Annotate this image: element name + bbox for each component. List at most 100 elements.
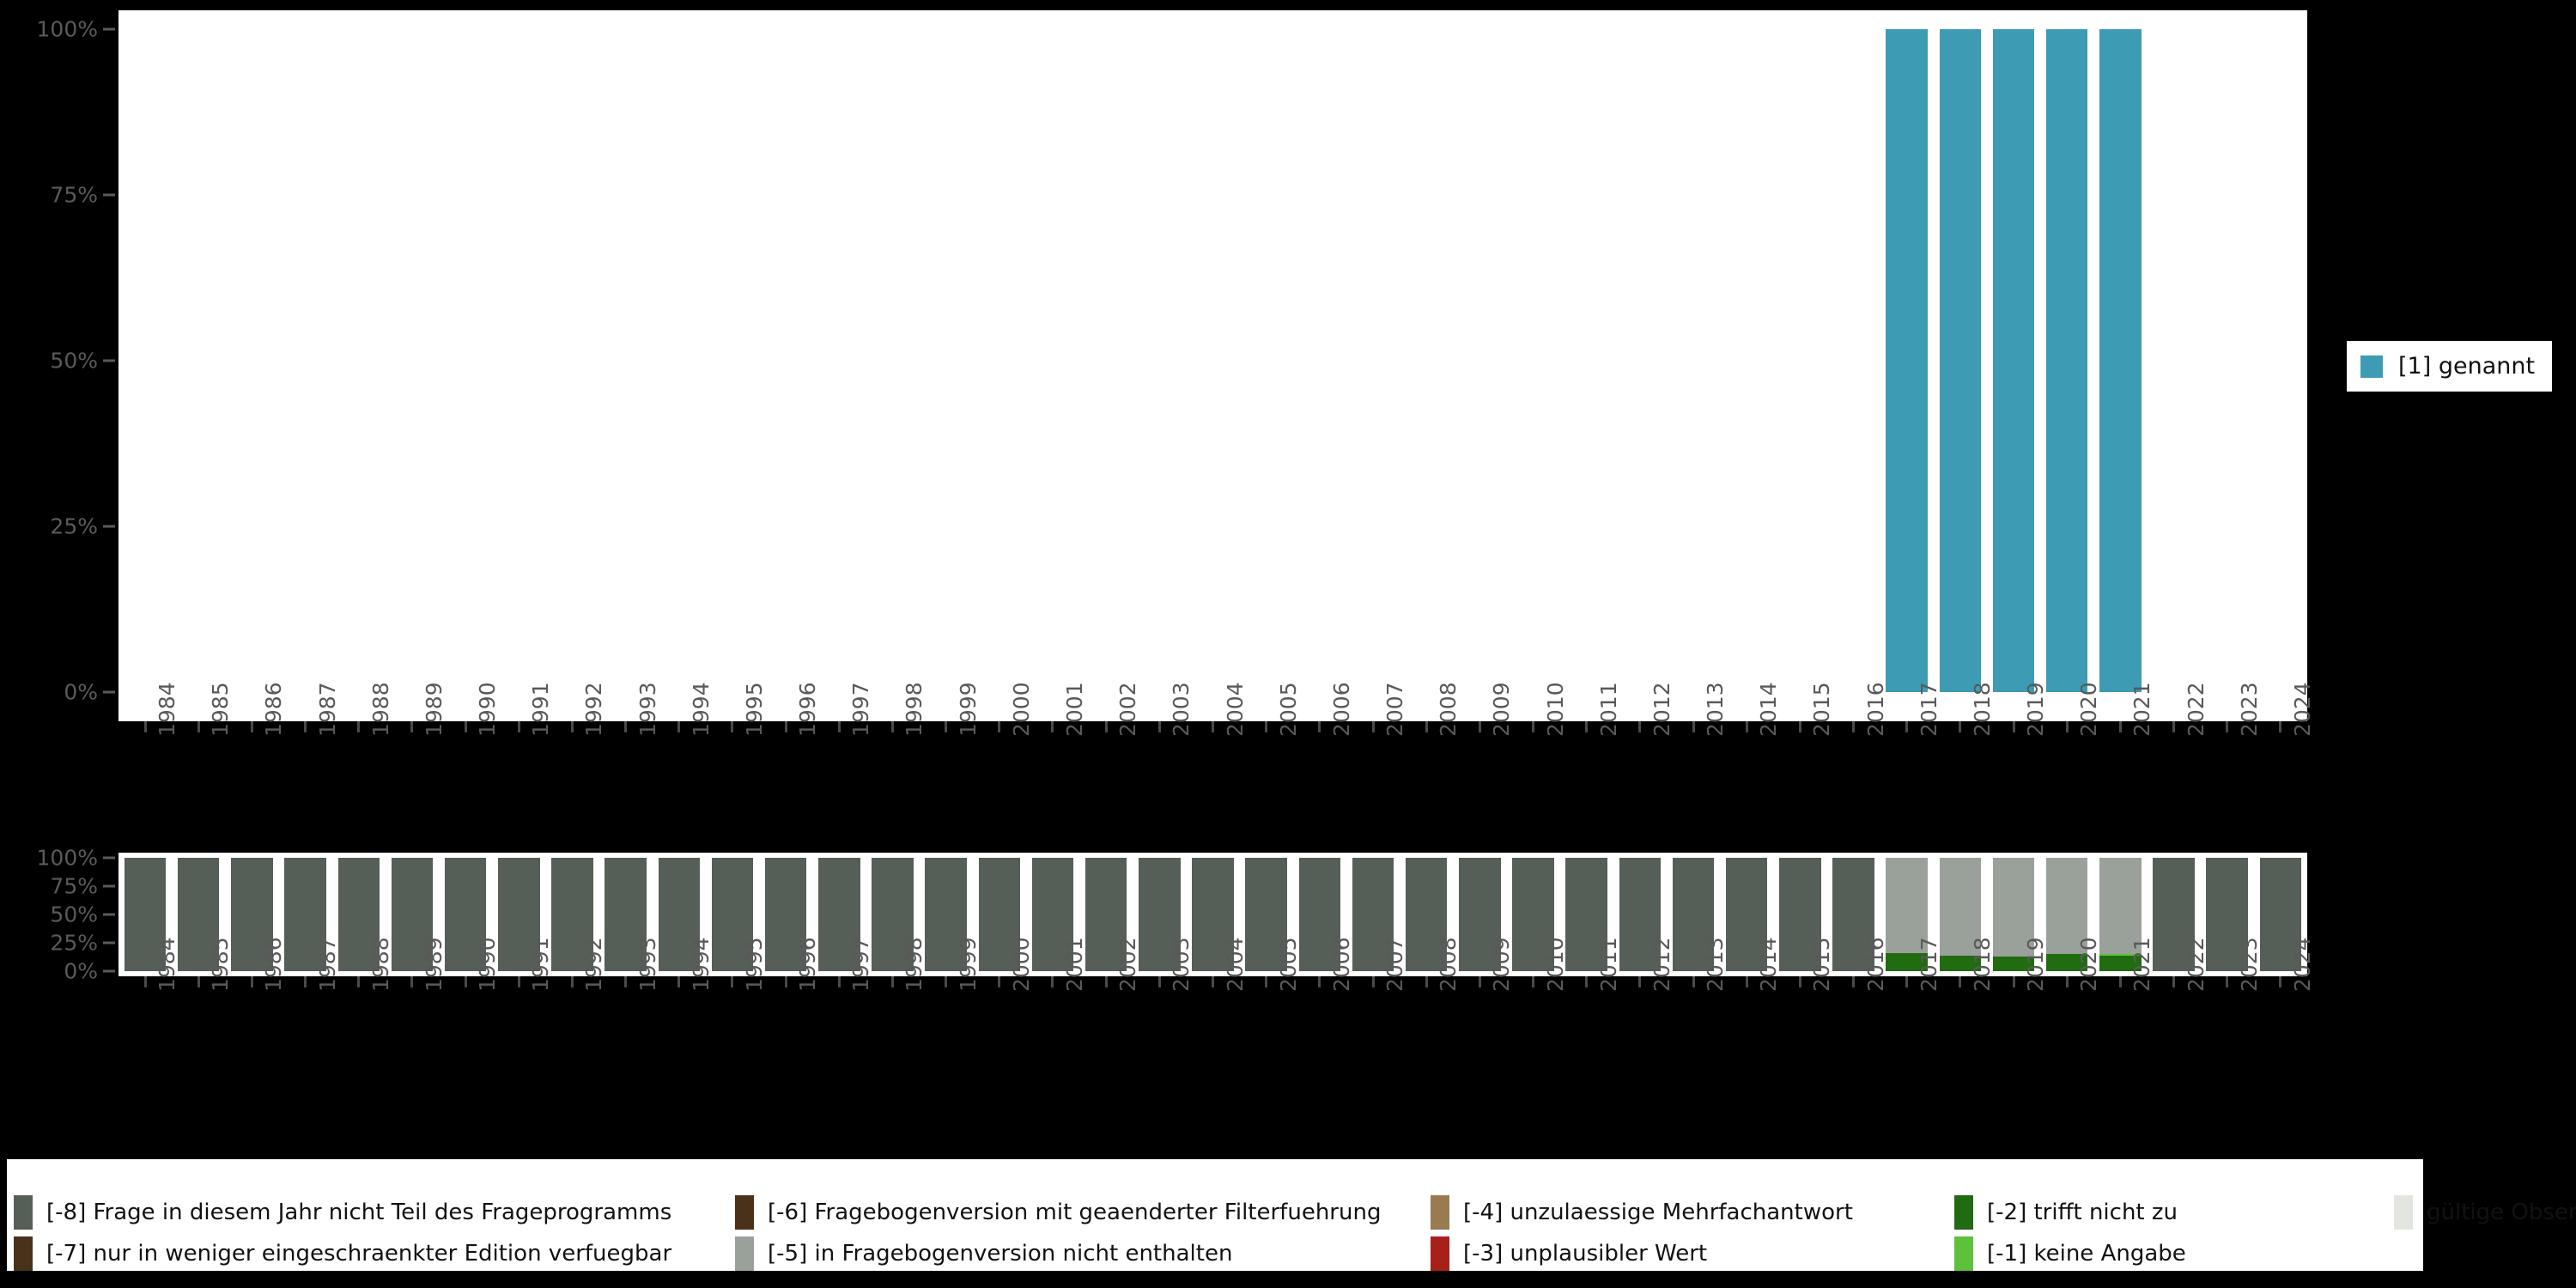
stacked-bar-segment	[1939, 955, 1982, 971]
x-axis-tick-label: 2000	[1008, 937, 1034, 992]
x-axis-tick-mark	[197, 721, 200, 732]
x-axis-tick-label: 2006	[1328, 682, 1354, 737]
x-axis-tick-label: 2002	[1115, 682, 1141, 737]
stacked-bar-segment	[1886, 952, 1928, 971]
stacked-bar	[658, 858, 701, 971]
x-axis-tick-label: 2018	[1969, 682, 1995, 737]
legend-item--5[interactable]: [-5] in Fragebogenversion nicht enthalte…	[735, 1236, 1232, 1271]
legend-swatch--3	[1431, 1236, 1449, 1271]
x-axis-tick-mark	[304, 721, 307, 732]
stacked-bar	[124, 858, 167, 971]
x-axis-tick-mark	[677, 976, 681, 987]
x-axis-tick-mark	[1798, 721, 1801, 732]
top-y-axis-tick-mark	[103, 525, 115, 528]
stacked-bar-segment	[391, 858, 434, 971]
bottom-y-axis-tick-label: 0%	[64, 958, 98, 984]
x-axis-tick-mark	[1692, 721, 1695, 732]
x-axis-tick-label: 1998	[902, 937, 927, 992]
bottom-y-axis-tick-label: 100%	[36, 845, 98, 871]
x-axis-tick-mark	[731, 721, 734, 732]
x-axis-tick-mark	[2065, 721, 2069, 732]
stacked-bar	[2045, 858, 2088, 971]
stacked-bar	[2099, 858, 2142, 971]
x-axis-tick-mark	[837, 976, 841, 987]
x-axis-tick-label: 1990	[475, 937, 501, 992]
stacked-bar	[1139, 858, 1181, 971]
bottom-chart-legend[interactable]: [-8] Frage in diesem Jahr nicht Teil des…	[7, 1159, 2576, 1271]
stacked-bar	[711, 858, 754, 971]
top-chart-y-axis: 0% 25% 50% 75% 100%	[0, 0, 118, 732]
legend-item--3[interactable]: [-3] unplausibler Wert	[1431, 1236, 1707, 1271]
stacked-bar	[1939, 858, 1982, 971]
x-axis-tick-label: 1999	[955, 682, 981, 737]
stacked-bar	[1298, 858, 1341, 971]
stacked-bar-segment	[1352, 858, 1394, 971]
legend-swatch--1	[1954, 1236, 1973, 1271]
x-axis-tick-mark	[1157, 976, 1161, 987]
stacked-bar	[1672, 858, 1715, 971]
top-chart: 0% 25% 50% 75% 100% 1984 1985 1986 1987 1988 1989…	[0, 0, 2315, 737]
legend-item--1[interactable]: [-1] keine Angabe	[1954, 1236, 2186, 1271]
x-axis-tick-label: 1985	[208, 682, 234, 737]
x-axis-tick-mark	[1157, 721, 1161, 732]
stacked-bar-segment	[1832, 858, 1874, 971]
legend-item-valid[interactable]: gültige Observationen	[2394, 1195, 2576, 1230]
legend-item--6[interactable]: [-6] Fragebogenversion mit geaenderter F…	[735, 1195, 1381, 1230]
top-chart-legend[interactable]: [1] genannt	[2347, 341, 2553, 392]
legend-swatch--2	[1954, 1195, 1973, 1230]
x-axis-tick-mark	[2226, 976, 2229, 987]
x-axis-tick-label: 1995	[741, 937, 767, 992]
stacked-bar	[1405, 858, 1448, 971]
legend-item--8[interactable]: [-8] Frage in diesem Jahr nicht Teil des…	[14, 1195, 671, 1230]
stacked-bar	[444, 858, 487, 971]
x-axis-tick-mark	[1478, 721, 1481, 732]
stacked-bar-segment	[2259, 858, 2302, 971]
top-y-axis-tick-label: 25%	[50, 513, 98, 539]
legend-item--2[interactable]: [-2] trifft nicht zu	[1954, 1195, 2178, 1230]
x-axis-tick-mark	[1745, 721, 1748, 732]
stacked-bar	[1245, 858, 1287, 971]
stacked-bar	[1886, 858, 1928, 971]
x-axis-tick-mark	[1371, 721, 1375, 732]
x-axis-tick-label: 2008	[1436, 682, 1461, 737]
x-axis-tick-label: 1997	[848, 937, 874, 992]
x-axis-tick-label: 1984	[155, 682, 180, 737]
x-axis-tick-mark	[410, 976, 414, 987]
stacked-bar	[818, 858, 860, 971]
x-axis-tick-mark	[517, 721, 520, 732]
legend-item--7[interactable]: [-7] nur in weniger eingeschraenkter Edi…	[14, 1236, 671, 1271]
legend-item--4[interactable]: [-4] unzulaessige Mehrfachantwort	[1431, 1195, 1853, 1230]
stacked-bar-segment	[1084, 858, 1127, 971]
bottom-y-axis-tick-mark	[103, 884, 115, 888]
x-axis-tick-label: 2005	[1275, 937, 1301, 992]
x-axis-tick-mark	[945, 721, 948, 732]
stacked-bar-segment	[872, 858, 914, 971]
stacked-bar-segment	[2045, 858, 2088, 955]
x-axis-tick-mark	[250, 721, 253, 732]
bottom-chart-y-axis: 0% 25% 50% 75% 100%	[0, 807, 118, 987]
stacked-bar-segment	[2153, 858, 2195, 971]
x-axis-tick-mark	[304, 976, 307, 987]
x-axis-tick-label: 2019	[2023, 937, 2049, 992]
stacked-bar-segment	[1565, 858, 1607, 971]
x-axis-tick-label: 2011	[1595, 682, 1621, 737]
stacked-bar-segment	[337, 858, 380, 971]
stacked-bar-segment	[2099, 955, 2142, 971]
bottom-y-axis-tick-mark	[103, 941, 115, 945]
x-axis-tick-label: 2011	[1595, 937, 1621, 992]
x-axis-tick-label: 1987	[314, 682, 340, 737]
stacked-bar	[2259, 858, 2302, 971]
x-axis-tick-label: 1987	[314, 937, 340, 992]
top-y-axis-tick-label: 75%	[50, 182, 98, 208]
x-axis-tick-label: 1994	[688, 937, 714, 992]
legend-label--2: [-2] trifft nicht zu	[1987, 1200, 2178, 1225]
stacked-bar-segment	[2206, 858, 2248, 971]
x-axis-tick-mark	[570, 721, 574, 732]
top-y-axis-tick-label: 0%	[64, 679, 98, 705]
x-axis-tick-label: 1996	[795, 937, 821, 992]
x-axis-tick-label: 2014	[1756, 937, 1782, 992]
x-axis-tick-label: 2007	[1382, 682, 1407, 737]
stacked-bar	[1779, 858, 1821, 971]
x-axis-tick-mark	[143, 976, 147, 987]
legend-label--6: [-6] Fragebogenversion mit geaenderter F…	[768, 1200, 1382, 1225]
